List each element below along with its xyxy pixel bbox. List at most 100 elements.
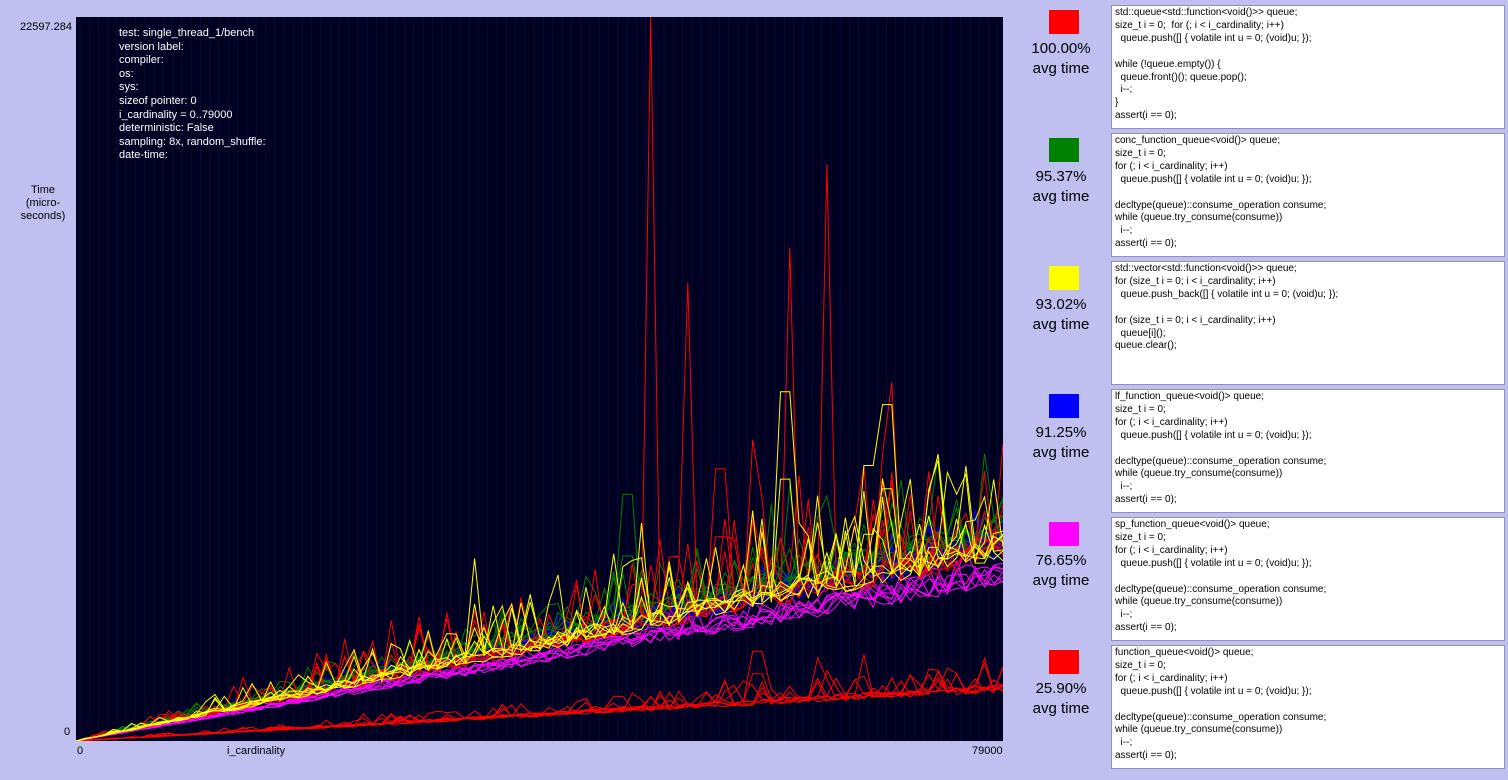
- legend-avg-label: avg time: [1032, 316, 1090, 333]
- chart-svg: [76, 17, 1003, 741]
- legend-percent: 76.65%: [1035, 552, 1087, 569]
- code-line: function_queue<void()> queue;: [1115, 647, 1254, 658]
- plot-area: [76, 17, 1003, 741]
- legend-item: 93.02% avg time: [1010, 266, 1112, 396]
- code-line: while (queue.try_consume(consume)): [1115, 724, 1283, 736]
- code-line: assert(i == 0);: [1115, 750, 1177, 762]
- series-line: [76, 650, 1003, 741]
- legend-swatch: [1049, 10, 1079, 34]
- info-line: sys:: [119, 81, 139, 94]
- code-snippet: function_queue<void()> queue; size_t i = …: [1111, 645, 1505, 769]
- code-line: i--;: [1115, 737, 1133, 749]
- x-min-label: 0: [77, 745, 84, 757]
- series-line: [76, 510, 1003, 741]
- info-line: sizeof pointer: 0: [119, 94, 197, 107]
- y-max-label: 22597.284: [20, 21, 72, 33]
- code-line: queue.push([] { volatile int u = 0; (voi…: [1115, 685, 1312, 697]
- info-line: os:: [119, 67, 134, 80]
- code-snippet: std::vector<std::function<void()>> queue…: [1111, 261, 1505, 385]
- code-line: size_t i = 0;: [1115, 659, 1166, 671]
- code-line: assert(i == 0);: [1115, 238, 1177, 250]
- code-line: sp_function_queue<void()> queue;: [1115, 519, 1270, 530]
- code-line: for (; i < i_cardinality; i++): [1115, 160, 1228, 172]
- info-line: date-time:: [119, 149, 168, 162]
- code-line: }: [1115, 97, 1119, 109]
- legend-avg-label: avg time: [1032, 444, 1090, 461]
- code-line: decltype(queue)::consume_operation consu…: [1115, 455, 1327, 467]
- legend-avg-label: avg time: [1032, 60, 1090, 77]
- code-line: size_t i = 0;: [1115, 403, 1166, 415]
- legend-swatch: [1049, 266, 1079, 290]
- series-line: [76, 511, 1003, 741]
- code-line: queue.push([] { volatile int u = 0; (voi…: [1115, 557, 1312, 569]
- y-axis-label-line: Time: [30, 184, 56, 196]
- code-line: while (queue.try_consume(consume)): [1115, 596, 1283, 608]
- series-line: [76, 453, 1003, 741]
- code-line: [1115, 443, 1501, 456]
- code-line: while (!queue.empty()) {: [1115, 58, 1221, 70]
- code-line: queue.push([] { volatile int u = 0; (voi…: [1115, 173, 1312, 185]
- code-line: std::vector<std::function<void()>> queue…: [1115, 263, 1297, 274]
- code-snippet: std::queue<std::function<void()>> queue;…: [1111, 5, 1505, 129]
- code-line: i--;: [1115, 481, 1133, 493]
- legend-avg-label: avg time: [1032, 700, 1090, 717]
- legend-item: 91.25% avg time: [1010, 394, 1112, 524]
- code-line: lf_function_queue<void()> queue;: [1115, 391, 1265, 402]
- code-line: for (; i < i_cardinality; i++): [1115, 544, 1228, 556]
- legend-avg-label: avg time: [1032, 188, 1090, 205]
- code-line: while (queue.try_consume(consume)): [1115, 212, 1283, 224]
- info-line: test: single_thread_1/bench: [119, 27, 255, 39]
- code-line: [1115, 187, 1501, 200]
- code-line: for (size_t i = 0; i < i_cardinality; i+…: [1115, 314, 1276, 326]
- code-line: [1115, 46, 1501, 59]
- code-line: for (size_t i = 0; i < i_cardinality; i+…: [1115, 275, 1276, 287]
- series-line: [76, 460, 1003, 741]
- code-line: for (; i < i_cardinality; i++): [1115, 416, 1228, 428]
- y-axis-label-line: (micro-: [25, 197, 61, 209]
- code-line: decltype(queue)::consume_operation consu…: [1115, 199, 1327, 211]
- code-line: size_t i = 0;: [1115, 531, 1166, 543]
- info-line: sampling: 8x, random_shuffle:: [119, 135, 266, 148]
- legend-swatch: [1049, 650, 1079, 674]
- code-line: decltype(queue)::consume_operation consu…: [1115, 583, 1327, 595]
- code-line: conc_function_queue<void()> queue;: [1115, 135, 1281, 146]
- code-line: size_t i = 0; for (; i < i_cardinality; …: [1115, 19, 1284, 31]
- code-line: queue.clear();: [1115, 340, 1177, 352]
- legend-percent: 95.37%: [1035, 168, 1087, 185]
- series-line: [76, 570, 1003, 741]
- series-line: [76, 470, 1003, 741]
- code-line: queue.push_back([] { volatile int u = 0;…: [1115, 288, 1339, 300]
- info-line: version label:: [119, 40, 184, 53]
- code-line: i--;: [1115, 609, 1133, 621]
- code-line: i--;: [1115, 225, 1133, 237]
- code-line: [1115, 571, 1501, 584]
- legend-percent: 25.90%: [1035, 680, 1087, 697]
- code-line: [1115, 699, 1501, 712]
- code-line: decltype(queue)::consume_operation consu…: [1115, 711, 1327, 723]
- code-line: size_t i = 0;: [1115, 147, 1166, 159]
- legend-item: 100.00% avg time: [1010, 10, 1112, 140]
- legend-percent: 91.25%: [1035, 424, 1087, 441]
- legend-item: 25.90% avg time: [1010, 650, 1112, 780]
- legend-swatch: [1049, 522, 1079, 546]
- series-line: [76, 471, 1003, 741]
- legend-swatch: [1049, 138, 1079, 162]
- code-line: queue.push([] { volatile int u = 0; (voi…: [1115, 429, 1312, 441]
- code-line: queue.front()(); queue.pop();: [1115, 71, 1247, 83]
- code-line: std::queue<std::function<void()>> queue;: [1115, 7, 1298, 18]
- x-axis-label: i_cardinality: [227, 745, 286, 757]
- y-min-label: 0: [64, 726, 71, 738]
- code-line: assert(i == 0);: [1115, 110, 1177, 122]
- series-line: [76, 666, 1003, 741]
- series-line: [76, 669, 1003, 741]
- info-line: compiler:: [119, 54, 164, 67]
- series-line: [76, 527, 1003, 741]
- code-line: queue[i]();: [1115, 327, 1166, 339]
- series-line: [76, 501, 1003, 741]
- legend-item: 95.37% avg time: [1010, 138, 1112, 268]
- series-line: [76, 471, 1003, 741]
- code-line: assert(i == 0);: [1115, 494, 1177, 506]
- legend-percent: 93.02%: [1035, 296, 1087, 313]
- series-line: [76, 465, 1003, 741]
- legend-avg-label: avg time: [1032, 572, 1090, 589]
